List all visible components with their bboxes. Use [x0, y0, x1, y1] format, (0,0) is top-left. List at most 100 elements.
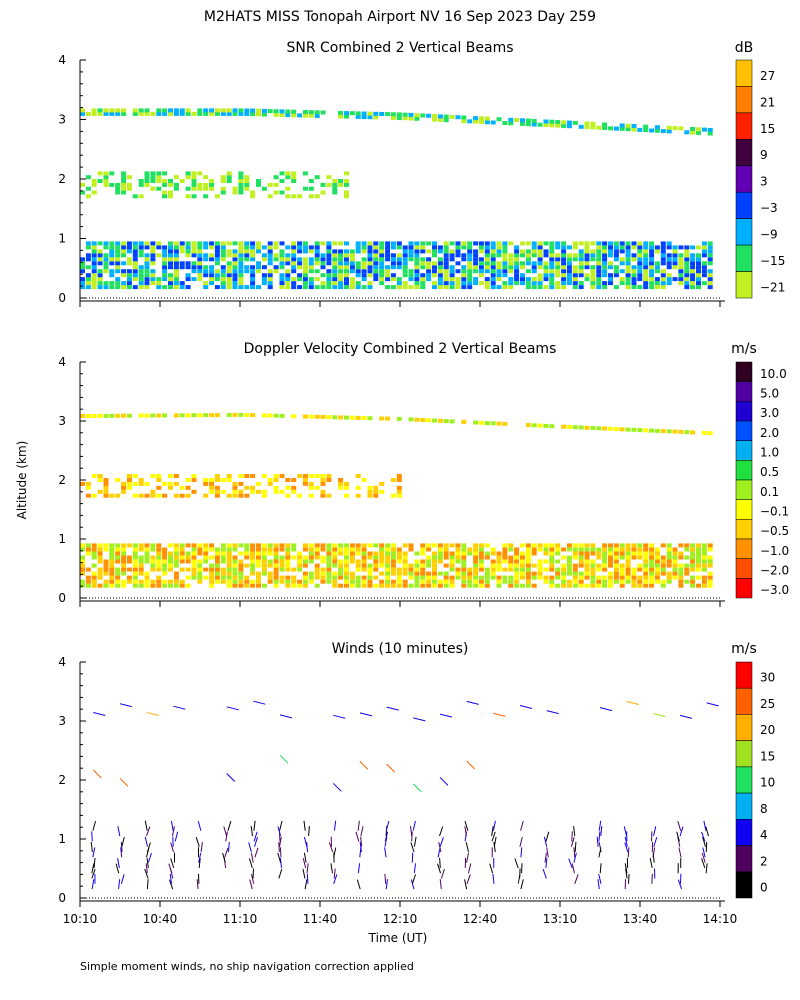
heatmap-cell: [525, 261, 531, 266]
heatmap-cell: [332, 277, 338, 282]
heatmap-cell: [473, 543, 479, 548]
heatmap-cell: [209, 583, 215, 588]
heatmap-cell: [314, 257, 320, 262]
heatmap-cell: [426, 277, 432, 282]
wind-barb: [118, 879, 121, 890]
wind-barb: [679, 826, 684, 837]
wind-barb: [465, 842, 469, 853]
heatmap-cell: [408, 273, 414, 278]
wind-barb: [302, 868, 306, 879]
wind-barb: [627, 847, 630, 858]
heatmap-cell: [666, 559, 672, 564]
heatmap-cell: [654, 245, 660, 250]
heatmap-cell: [590, 559, 596, 564]
heatmap-cell: [619, 123, 625, 128]
wind-barb: [410, 842, 415, 853]
heatmap-cell: [619, 555, 625, 560]
heatmap-cell: [631, 543, 637, 548]
heatmap-cell: [367, 111, 373, 116]
heatmap-cell: [226, 108, 232, 113]
heatmap-cell: [138, 277, 144, 282]
heatmap-cell: [531, 269, 537, 274]
heatmap-cell: [531, 583, 537, 588]
heatmap-cell: [449, 555, 455, 560]
heatmap-cell: [273, 257, 279, 262]
heatmap-cell: [660, 129, 666, 134]
heatmap-cell: [80, 277, 85, 282]
wind-barb: [466, 874, 471, 884]
heatmap-cell: [584, 567, 590, 572]
heatmap-cell: [443, 249, 449, 254]
heatmap-cell: [238, 186, 244, 191]
heatmap-cell: [344, 190, 349, 195]
heatmap-cell: [332, 257, 338, 262]
heatmap-cell: [373, 575, 379, 580]
heatmap-cell: [432, 579, 437, 584]
heatmap-cell: [238, 489, 244, 494]
heatmap-cell: [250, 555, 256, 560]
heatmap-cell: [226, 265, 232, 270]
heatmap-cell: [162, 179, 168, 183]
wind-barb: [248, 858, 253, 869]
heatmap-cell: [302, 245, 308, 250]
heatmap-cell: [185, 253, 191, 258]
heatmap-cell: [80, 108, 85, 113]
heatmap-cell: [173, 111, 179, 116]
heatmap-cell: [203, 285, 209, 290]
heatmap-cell: [115, 543, 121, 548]
heatmap-cell: [244, 265, 250, 270]
heatmap-cell: [256, 269, 261, 274]
colorbar-label: 9: [760, 148, 768, 162]
heatmap-cell: [537, 281, 543, 286]
heatmap-cell: [426, 273, 432, 278]
heatmap-cell: [220, 253, 226, 258]
heatmap-cell: [326, 249, 332, 254]
heatmap-cell: [484, 277, 490, 282]
heatmap-cell: [596, 285, 602, 290]
heatmap-cell: [279, 413, 285, 418]
heatmap-cell: [678, 277, 684, 282]
heatmap-cell: [91, 257, 97, 262]
wind-barb: [386, 763, 396, 773]
heatmap-cell: [672, 547, 678, 552]
heatmap-cell: [297, 241, 303, 246]
heatmap-cell: [191, 179, 197, 183]
heatmap-cell: [162, 171, 168, 176]
heatmap-cell: [209, 579, 215, 584]
wind-barb: [489, 863, 494, 874]
heatmap-cell: [185, 265, 191, 270]
heatmap-cell: [672, 559, 678, 564]
heatmap-cell: [525, 555, 531, 560]
heatmap-cell: [349, 269, 355, 274]
heatmap-cell: [191, 245, 197, 250]
heatmap-cell: [109, 253, 115, 258]
heatmap-cell: [537, 559, 543, 564]
heatmap-cell: [85, 273, 91, 278]
heatmap-cell: [625, 273, 631, 278]
heatmap-cell: [643, 428, 649, 433]
heatmap-cell: [625, 253, 631, 258]
figure-title: M2HATS MISS Tonopah Airport NV 16 Sep 20…: [204, 9, 596, 25]
heatmap-cell: [214, 478, 220, 482]
heatmap-cell: [543, 559, 549, 564]
heatmap-cell: [660, 253, 666, 258]
wind-barb: [384, 847, 387, 858]
heatmap-cell: [684, 245, 690, 250]
heatmap-cell: [649, 285, 655, 290]
wind-barb: [249, 879, 253, 890]
heatmap-cell: [185, 249, 191, 254]
heatmap-cell: [238, 285, 244, 290]
heatmap-cell: [150, 583, 156, 588]
heatmap-cell: [520, 567, 525, 572]
heatmap-cell: [707, 128, 713, 132]
heatmap-cell: [402, 269, 408, 274]
wind-barb: [278, 868, 283, 879]
heatmap-cell: [379, 416, 385, 421]
heatmap-cell: [238, 559, 244, 564]
heatmap-cell: [273, 241, 279, 246]
heatmap-cell: [619, 579, 625, 584]
heatmap-cell: [478, 257, 484, 262]
heatmap-cell: [578, 559, 584, 564]
heatmap-cell: [385, 269, 391, 274]
heatmap-cell: [373, 277, 379, 282]
